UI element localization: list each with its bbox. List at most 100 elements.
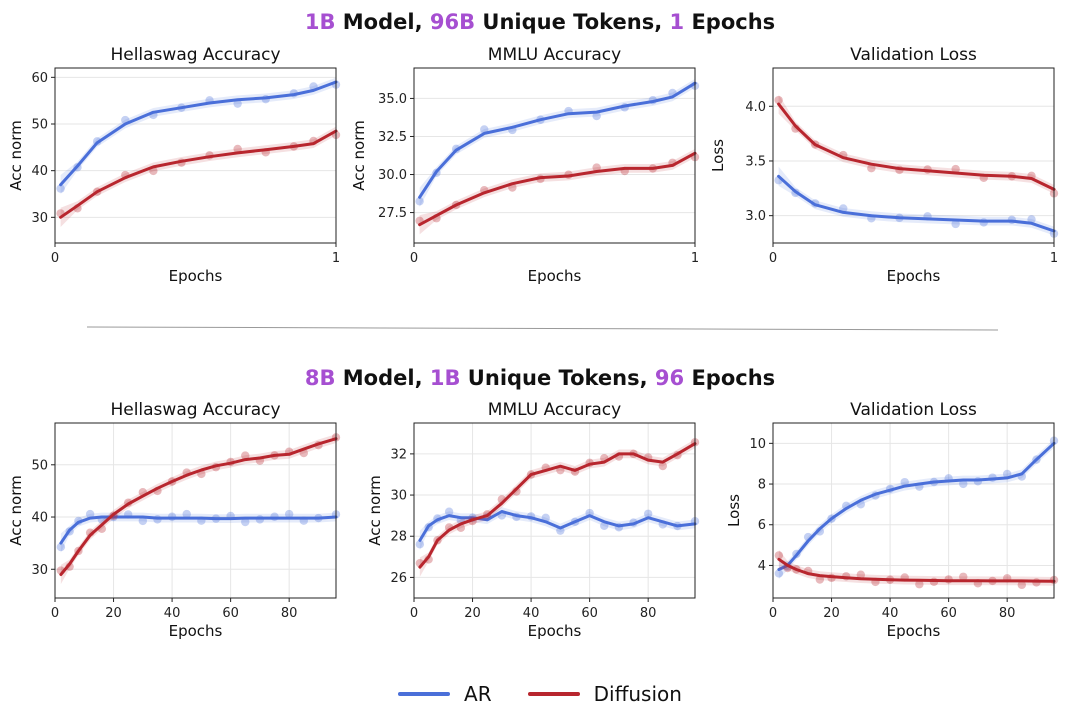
- line-diffusion: [418, 442, 697, 569]
- y-tick-label: 4.0: [745, 100, 766, 115]
- y-tick-label: 30: [31, 211, 48, 226]
- chart-r2-loss: 0 20 40 60 80 4 6 8 10 Validation Loss Epochs Loss: [725, 400, 1059, 640]
- x-tick-label: 20: [823, 606, 840, 621]
- band-diffusion: [419, 148, 695, 235]
- band-diffusion: [60, 126, 337, 227]
- x-tick-label: 40: [164, 606, 181, 621]
- point-ar: [284, 509, 294, 519]
- x-tick-label: 80: [640, 606, 657, 621]
- x-tick-label: 1: [1050, 251, 1058, 266]
- chart-title: Hellaswag Accuracy: [110, 45, 280, 65]
- x-tick-label: 40: [523, 606, 540, 621]
- line-ar: [777, 441, 1056, 571]
- row2-title: 8B Model, 1B Unique Tokens, 96 Epochs: [304, 366, 776, 390]
- point-ar: [1027, 215, 1036, 224]
- legend-label-ar: AR: [464, 682, 492, 706]
- point-ar: [643, 509, 653, 518]
- x-tick-label: 80: [281, 606, 298, 621]
- point-ar: [138, 516, 148, 526]
- point-diffusion: [856, 570, 866, 579]
- y-tick-label: 6: [758, 518, 766, 533]
- y-tick-label: 32.5: [378, 130, 407, 145]
- legend: AR Diffusion: [0, 682, 1080, 706]
- x-axis-label: Epochs: [887, 622, 941, 640]
- x-tick-label: 0: [51, 606, 59, 621]
- x-tick-label: 40: [882, 606, 899, 621]
- y-tick-label: 50: [31, 118, 48, 133]
- point-ar: [415, 540, 425, 549]
- point-ar: [774, 569, 784, 578]
- legend-item-diffusion: Diffusion: [527, 682, 682, 706]
- y-tick-label: 8: [758, 478, 766, 493]
- chart-r2-hellaswag: 0 20 40 60 80 30 40 50 Hellaswag Accuracy Epochs A…: [7, 400, 341, 640]
- y-axis-label: Acc norm: [366, 475, 384, 545]
- y-axis-label: Loss: [709, 139, 727, 172]
- y-tick-label: 28: [390, 530, 407, 545]
- x-tick-label: 0: [410, 606, 418, 621]
- point-ar: [85, 509, 95, 519]
- y-tick-label: 30: [390, 489, 407, 504]
- x-tick-label: 1: [332, 251, 340, 266]
- line-ar: [59, 80, 338, 187]
- row-divider: [86, 326, 999, 331]
- chart-r1-loss: 0 1 3.0 3.5 4.0 Validation Loss Epochs Loss: [709, 45, 1059, 285]
- y-tick-label: 30: [31, 563, 48, 578]
- y-axis-label: Loss: [725, 494, 743, 527]
- point-ar: [951, 219, 960, 229]
- x-tick-label: 1: [691, 251, 699, 266]
- y-tick-label: 10: [749, 437, 766, 452]
- line-diffusion: [777, 557, 1056, 583]
- point-diffusion: [951, 164, 960, 174]
- y-tick-label: 3.5: [745, 154, 766, 169]
- band-ar: [778, 438, 1054, 580]
- x-axis-label: Epochs: [887, 267, 941, 285]
- x-tick-label: 0: [769, 606, 777, 621]
- line-ar: [59, 515, 338, 545]
- plot-frame: [413, 67, 696, 244]
- point-ar: [56, 184, 65, 193]
- point-diffusion: [867, 163, 876, 173]
- point-diffusion: [959, 572, 968, 581]
- point-diffusion: [815, 575, 825, 584]
- point-diffusion: [774, 551, 784, 560]
- y-tick-label: 27.5: [378, 206, 407, 221]
- x-tick-label: 60: [581, 606, 598, 621]
- legend-swatch-ar: [398, 692, 451, 696]
- plot-frame: [413, 422, 696, 599]
- line-ar: [418, 81, 697, 199]
- line-ar: [777, 174, 1056, 233]
- legend-swatch-diffusion: [527, 692, 580, 696]
- row1-title: 1B Model, 96B Unique Tokens, 1 Epochs: [304, 10, 776, 34]
- x-tick-label: 60: [222, 606, 239, 621]
- chart-title: Validation Loss: [850, 400, 977, 420]
- legend-label-diffusion: Diffusion: [593, 682, 682, 706]
- point-ar: [959, 479, 968, 489]
- x-axis-label: Epochs: [169, 267, 223, 285]
- y-tick-label: 30.0: [378, 168, 407, 183]
- band-diffusion: [60, 434, 337, 585]
- chart-title: MMLU Accuracy: [488, 45, 621, 65]
- point-ar: [233, 99, 242, 108]
- y-tick-label: 35.0: [378, 92, 407, 107]
- point-diffusion: [1017, 580, 1027, 590]
- point-diffusion: [241, 451, 250, 460]
- y-tick-label: 32: [390, 447, 407, 462]
- band-ar: [419, 78, 695, 207]
- y-tick-label: 4: [758, 559, 766, 574]
- chart-r1-hellaswag: 0 1 30 40 50 60 Hellaswag Accuracy Epochs Acc no…: [7, 45, 341, 285]
- y-tick-label: 60: [31, 71, 48, 86]
- line-diffusion: [59, 129, 338, 219]
- y-tick-label: 50: [31, 458, 48, 473]
- band-ar: [60, 77, 337, 195]
- line-diffusion: [59, 437, 338, 576]
- plot-frame: [54, 422, 337, 599]
- y-axis-label: Acc norm: [350, 120, 368, 190]
- point-ar: [182, 509, 191, 519]
- y-axis-label: Acc norm: [7, 120, 25, 190]
- x-axis-label: Epochs: [169, 622, 223, 640]
- x-tick-label: 80: [999, 606, 1016, 621]
- point-ar: [241, 517, 250, 527]
- x-tick-label: 0: [51, 251, 59, 266]
- x-tick-label: 60: [940, 606, 957, 621]
